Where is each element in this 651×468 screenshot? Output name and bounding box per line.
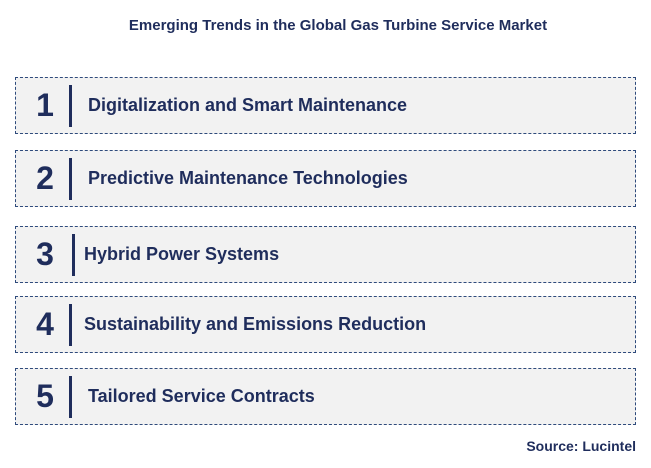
trend-label: Predictive Maintenance Technologies: [88, 168, 408, 188]
diagram-title: Emerging Trends in the Global Gas Turbin…: [128, 17, 548, 34]
divider-bar: [69, 376, 72, 418]
trend-item-1: 1 Digitalization and Smart Maintenance: [15, 77, 636, 134]
divider-bar: [72, 234, 75, 276]
trend-number: 1: [36, 87, 54, 123]
source-label: Source: Lucintel: [526, 438, 636, 454]
divider-bar: [69, 85, 72, 127]
trend-item-3: 3 Hybrid Power Systems: [15, 226, 636, 283]
trend-label: Sustainability and Emissions Reduction: [84, 314, 427, 334]
trend-item-2: 2 Predictive Maintenance Technologies: [15, 150, 636, 207]
divider-bar: [69, 304, 72, 346]
trend-number: 3: [36, 236, 54, 272]
trend-number: 4: [36, 306, 54, 342]
trend-number: 5: [36, 378, 54, 414]
trend-item-4: 4 Sustainability and Emissions Reduction: [15, 296, 636, 353]
trend-number: 2: [36, 160, 54, 196]
trend-label: Hybrid Power Systems: [84, 244, 280, 264]
divider-bar: [69, 158, 72, 200]
trend-label: Tailored Service Contracts: [88, 386, 315, 406]
trend-label: Digitalization and Smart Maintenance: [88, 95, 408, 115]
trend-item-5: 5 Tailored Service Contracts: [15, 368, 636, 425]
